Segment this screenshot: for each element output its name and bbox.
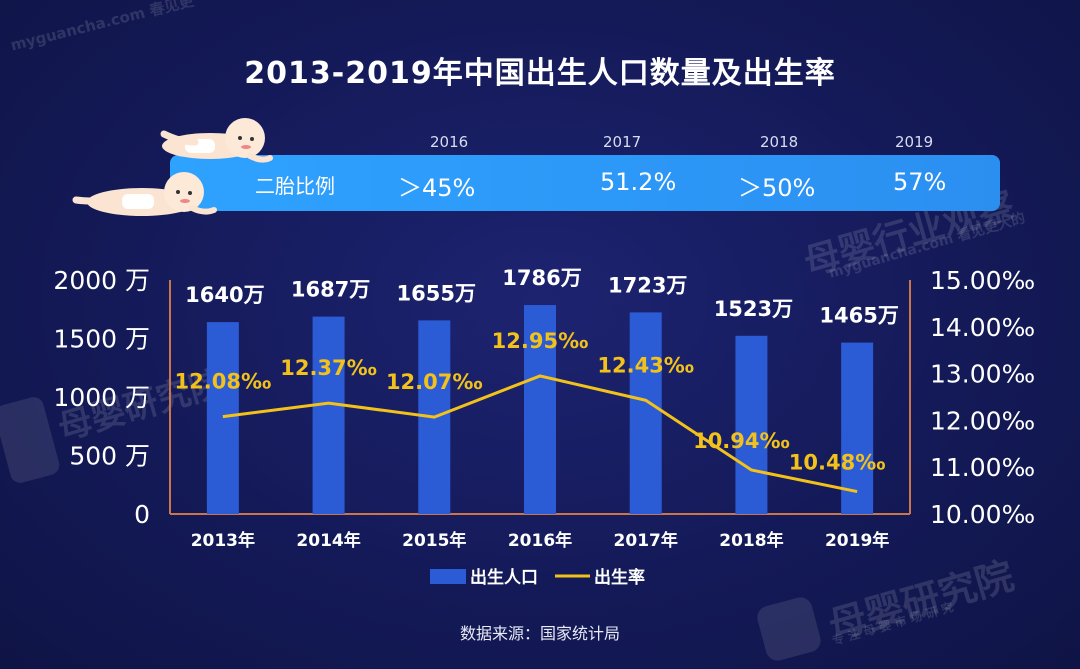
baby-illustration-bottom [72, 172, 217, 216]
bar-2016年 [524, 305, 556, 514]
legend-line-label: 出生率 [594, 567, 645, 588]
watermark-logo-left [0, 397, 60, 483]
y-left-tick-label: 2000 万 [53, 266, 150, 295]
bar-2017年 [629, 312, 662, 514]
y-right-tick-label: 10.00‰ [930, 500, 1035, 529]
y-right-tick-label: 13.00‰ [930, 360, 1035, 389]
legend-bar-label: 出生人口 [470, 567, 538, 588]
y-left-tick-label: 1500 万 [53, 325, 150, 354]
data-source: 数据来源：国家统计局 [459, 624, 620, 643]
line-value-label: 12.95‰ [492, 329, 589, 353]
line-value-label: 12.07‰ [386, 370, 483, 394]
banner-year-2018: 2018 [760, 133, 799, 151]
chart-title: 2013-2019年中国出生人口数量及出生率 [244, 56, 836, 91]
line-value-label: 12.43‰ [597, 353, 694, 377]
banner-label: 二胎比例 [255, 174, 335, 198]
y-left-tick-label: 1000 万 [53, 383, 150, 412]
bar-value-label: 1523万 [714, 297, 793, 321]
bar-value-label: 1465万 [819, 304, 898, 328]
line-value-label: 10.94‰ [693, 429, 790, 453]
y-right-tick-label: 14.00‰ [930, 313, 1035, 342]
x-tick-label: 2015年 [402, 530, 466, 551]
baby-illustration-top [160, 118, 273, 163]
bar-value-label: 1655万 [397, 281, 476, 305]
line-value-label: 12.08‰ [175, 370, 272, 394]
x-tick-label: 2018年 [719, 530, 783, 551]
bar-value-label: 1640万 [185, 283, 264, 307]
banner-value-2019: 57% [893, 168, 947, 196]
birth-rate-line [222, 374, 858, 494]
x-tick-label: 2014年 [296, 530, 360, 551]
bar-value-label: 1723万 [608, 273, 687, 297]
x-tick-label: 2016年 [508, 530, 572, 551]
line-value-label: 10.48‰ [789, 451, 886, 475]
bar-2014年 [312, 316, 345, 514]
bar-value-label: 1786万 [502, 266, 581, 290]
y-left-tick-label: 500 万 [69, 442, 150, 471]
banner-year-2017: 2017 [603, 133, 642, 151]
banner-value-2016: ＞45% [398, 174, 476, 202]
y-left-tick-label: 0 [134, 500, 150, 529]
y-right-tick-label: 11.00‰ [930, 453, 1035, 482]
banner-year-2016: 2016 [430, 133, 469, 151]
banner-year-2019: 2019 [895, 133, 934, 151]
y-right-tick-label: 12.00‰ [930, 406, 1035, 435]
bar-2013年 [206, 322, 239, 514]
bar-2018年 [735, 335, 768, 514]
second-child-banner [170, 155, 1000, 211]
line-value-label: 12.37‰ [280, 356, 377, 380]
x-tick-label: 2017年 [614, 530, 678, 551]
banner-value-2017: 51.2% [600, 168, 677, 196]
bar-2019年 [841, 342, 874, 514]
legend-bar-swatch [430, 569, 466, 584]
banner-value-2018: ＞50% [738, 174, 816, 202]
x-tick-label: 2013年 [191, 530, 255, 551]
x-tick-label: 2019年 [825, 530, 889, 551]
y-right-tick-label: 15.00‰ [930, 266, 1035, 295]
bar-value-label: 1687万 [291, 278, 370, 302]
watermark-logo-bottom [757, 597, 821, 661]
